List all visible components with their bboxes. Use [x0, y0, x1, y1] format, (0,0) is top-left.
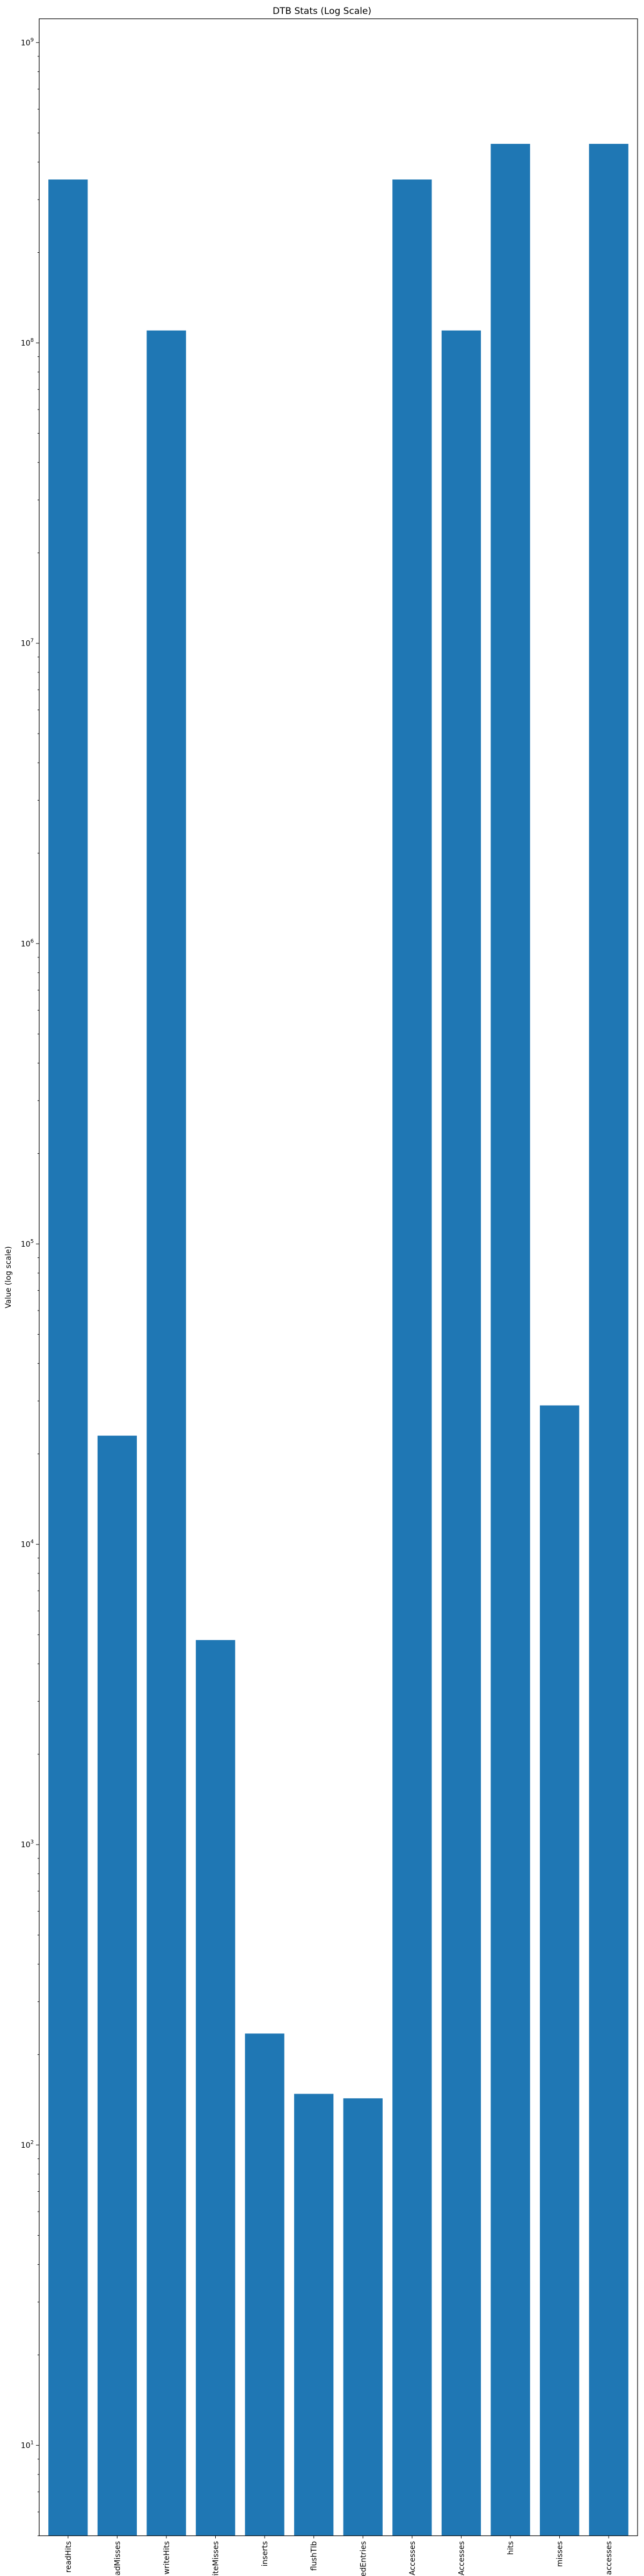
bar-hits [491, 144, 530, 2536]
x-axis: readHits readMisses writeHits writeMisses in… [64, 2536, 613, 2576]
x-tick-label-inserts: inserts [261, 2541, 269, 2566]
y-tick-label: 106 [21, 938, 34, 948]
y-axis: 101 102 103 104 105 106 107 108 109 [21, 37, 39, 2536]
x-tick-label-hits: hits [507, 2541, 515, 2555]
x-tick-label-flushedEntries: flushedEntries [359, 2541, 368, 2576]
bar-writeAccesses [441, 330, 481, 2536]
bar-misses [539, 1405, 580, 2536]
x-tick-label-readHits: readHits [64, 2541, 73, 2573]
x-tick-label-accesses: accesses [605, 2541, 613, 2575]
y-tick-label: 102 [21, 2140, 34, 2150]
x-tick-label-writeMisses: writeMisses [212, 2541, 221, 2576]
bar-writeHits [147, 330, 186, 2536]
plot-frame [39, 18, 638, 2536]
y-tick-label: 108 [21, 338, 34, 348]
bar-accesses [589, 144, 628, 2536]
bar-readAccesses [392, 179, 432, 2536]
bar-inserts [245, 2033, 284, 2536]
bars-group [48, 144, 628, 2536]
bar-flushTlb [294, 2094, 334, 2536]
x-tick-label-readAccesses: readAccesses [408, 2541, 417, 2576]
x-tick-label-flushTlb: flushTlb [310, 2541, 319, 2571]
x-tick-label-misses: misses [556, 2541, 565, 2567]
bar-flushedEntries [343, 2098, 383, 2536]
y-tick-label: 101 [21, 2440, 34, 2450]
y-tick-label: 103 [21, 1839, 34, 1849]
x-tick-label-writeHits: writeHits [163, 2541, 171, 2574]
bar-writeMisses [195, 1640, 236, 2536]
bar-readMisses [97, 1436, 137, 2536]
x-tick-label-writeAccesses: writeAccesses [457, 2541, 466, 2576]
y-tick-label: 109 [21, 37, 34, 47]
x-tick-label-readMisses: readMisses [113, 2541, 122, 2576]
y-tick-label: 105 [21, 1239, 34, 1249]
bar-readHits [48, 179, 88, 2536]
y-tick-label: 104 [21, 1539, 34, 1549]
y-axis-label: Value (log scale) [4, 1246, 13, 1308]
y-tick-label: 107 [21, 638, 34, 648]
chart-title: DTB Stats (Log Scale) [273, 6, 371, 17]
